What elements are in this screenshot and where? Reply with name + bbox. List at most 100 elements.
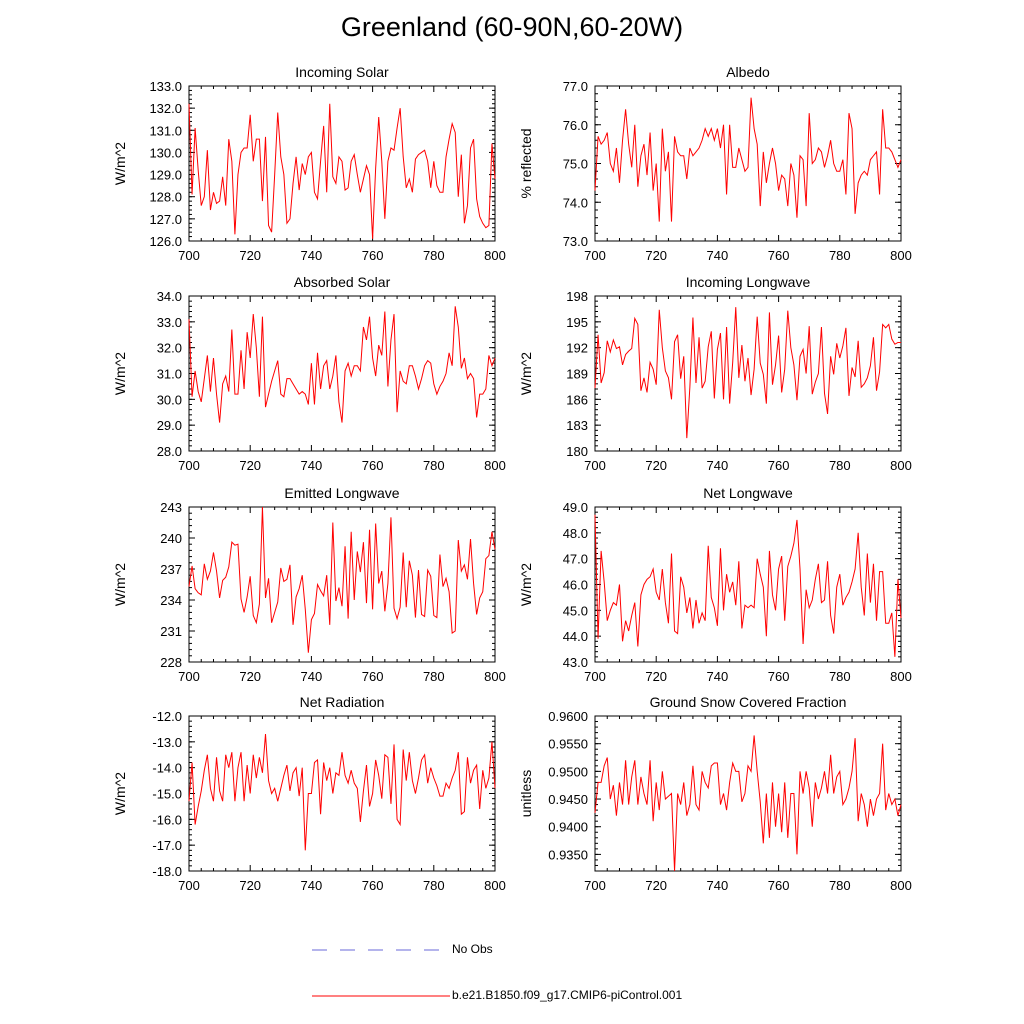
y-tick-label: 47.0	[563, 552, 588, 567]
y-tick-label: 198	[566, 289, 588, 304]
x-tick-label: 800	[484, 458, 506, 473]
x-tick-label: 720	[239, 878, 261, 893]
series-line-absorbed-solar	[188, 306, 496, 423]
y-tick-label: 127.0	[149, 212, 182, 227]
panel-incoming-solar: Incoming Solar W/m^2 700 720 740 760 780 800 126…	[112, 64, 506, 263]
y-tick-label: -15.0	[152, 787, 182, 802]
series-line-net-radiation	[188, 734, 496, 851]
x-tick-label: 800	[484, 248, 506, 263]
y-tick-label: 0.9550	[548, 737, 588, 752]
y-axis-label: % reflected	[518, 128, 534, 198]
y-tick-label: 128.0	[149, 190, 182, 205]
y-tick-label: 130.0	[149, 145, 182, 160]
y-tick-label: 237	[160, 562, 182, 577]
x-tick-label: 740	[707, 669, 729, 684]
x-tick-label: 720	[645, 878, 667, 893]
y-tick-label: 231	[160, 624, 182, 639]
panel-albedo: Albedo % reflected 700 720 740 760 780 800 73.0 7…	[518, 64, 912, 263]
x-tick-label: 700	[178, 878, 200, 893]
panel-ground-snow-covered-fraction: Ground Snow Covered Fraction unitless 700 7…	[518, 694, 912, 893]
y-tick-label: 46.0	[563, 578, 588, 593]
legend-model-swatch	[312, 995, 450, 997]
y-tick-label: -13.0	[152, 735, 182, 750]
x-tick-label: 740	[301, 248, 323, 263]
y-axis-label: W/m^2	[518, 352, 534, 395]
panel-incoming-longwave: Incoming Longwave W/m^2 700 720 740 760 780 800…	[518, 274, 912, 473]
x-tick-label: 780	[829, 878, 851, 893]
panel-title: Net Longwave	[703, 485, 793, 501]
y-tick-label: 34.0	[157, 289, 182, 304]
y-tick-label: 33.0	[157, 315, 182, 330]
x-tick-label: 780	[423, 878, 445, 893]
y-tick-label: -14.0	[152, 761, 182, 776]
panel-title: Absorbed Solar	[294, 274, 391, 290]
x-tick-label: 760	[768, 248, 790, 263]
x-tick-label: 740	[301, 458, 323, 473]
y-tick-label: -17.0	[152, 838, 182, 853]
x-tick-label: 780	[423, 458, 445, 473]
x-tick-label: 720	[239, 248, 261, 263]
y-tick-label: 195	[566, 315, 588, 330]
y-tick-label: 186	[566, 392, 588, 407]
x-tick-label: 700	[178, 669, 200, 684]
y-tick-label: 192	[566, 341, 588, 356]
x-tick-label: 800	[890, 878, 912, 893]
plot-frame	[188, 295, 496, 452]
x-tick-label: 760	[362, 458, 384, 473]
x-tick-label: 800	[484, 878, 506, 893]
panel-title: Net Radiation	[300, 694, 385, 710]
y-tick-label: 45.0	[563, 603, 588, 618]
x-tick-label: 700	[178, 248, 200, 263]
y-tick-label: 73.0	[563, 234, 588, 249]
y-tick-label: 44.0	[563, 629, 588, 644]
x-tick-label: 700	[584, 878, 606, 893]
legend-model-label: b.e21.B1850.f09_g17.CMIP6-piControl.001	[452, 988, 683, 1002]
y-tick-label: 0.9350	[548, 847, 588, 862]
x-tick-label: 780	[829, 458, 851, 473]
y-tick-label: 189	[566, 367, 588, 382]
y-tick-label: 30.0	[157, 392, 182, 407]
panel-net-radiation: Net Radiation W/m^2 700 720 740 760 780 800 -18.…	[112, 694, 506, 893]
y-axis-label: W/m^2	[112, 772, 128, 815]
panel-title: Incoming Solar	[295, 64, 389, 80]
y-tick-label: 31.0	[157, 367, 182, 382]
y-tick-label: 49.0	[563, 500, 588, 515]
x-tick-label: 700	[584, 248, 606, 263]
x-tick-label: 780	[829, 248, 851, 263]
panel-title: Incoming Longwave	[686, 274, 811, 290]
x-tick-label: 720	[645, 248, 667, 263]
y-axis-label: W/m^2	[112, 352, 128, 395]
y-tick-label: 234	[160, 593, 182, 608]
x-tick-label: 800	[484, 669, 506, 684]
y-tick-label: 228	[160, 655, 182, 670]
series-line-albedo	[594, 97, 902, 222]
plot-frame	[188, 85, 496, 242]
panel-title: Emitted Longwave	[284, 485, 399, 501]
x-tick-label: 760	[768, 669, 790, 684]
series-line-incoming-solar	[188, 103, 496, 239]
y-tick-label: 240	[160, 531, 182, 546]
y-axis-label: unitless	[518, 770, 534, 817]
x-tick-label: 760	[362, 669, 384, 684]
series-line-emitted-longwave	[188, 506, 496, 653]
x-tick-label: 760	[768, 878, 790, 893]
y-tick-label: 131.0	[149, 123, 182, 138]
x-tick-label: 700	[584, 458, 606, 473]
legend-no-obs-label: No Obs	[452, 942, 493, 956]
y-tick-label: -16.0	[152, 812, 182, 827]
x-tick-label: 740	[707, 248, 729, 263]
x-tick-label: 780	[423, 248, 445, 263]
y-tick-label: 32.0	[157, 341, 182, 356]
series-line-incoming-longwave	[594, 307, 901, 439]
panel-net-longwave: Net Longwave W/m^2 700 720 740 760 780 800 43.0 4…	[518, 485, 912, 684]
x-tick-label: 760	[768, 458, 790, 473]
panel-absorbed-solar: Absorbed Solar W/m^2 700 720 740 760 780 800 28.…	[112, 274, 506, 473]
y-tick-label: 132.0	[149, 101, 182, 116]
x-tick-label: 700	[178, 458, 200, 473]
y-axis-label: W/m^2	[112, 142, 128, 185]
x-tick-label: 740	[301, 669, 323, 684]
x-tick-label: 720	[645, 669, 667, 684]
y-tick-label: -12.0	[152, 709, 182, 724]
